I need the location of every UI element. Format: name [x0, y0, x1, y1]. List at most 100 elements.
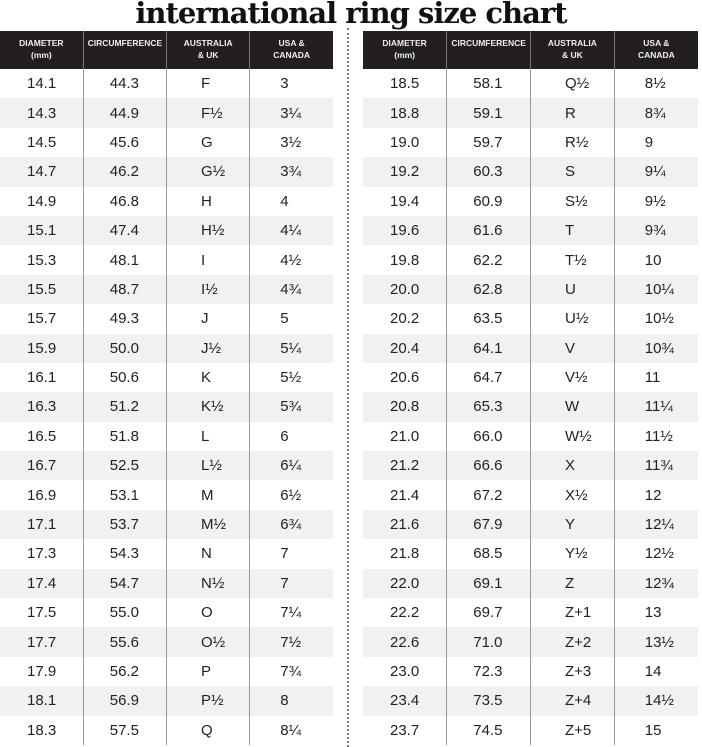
- table-cell: 8: [249, 686, 333, 716]
- table-row: 15.1 47.4 H½ 4¼: [0, 215, 333, 246]
- table-cell: 12: [644, 486, 662, 504]
- table-cell: U½: [530, 304, 615, 334]
- table-cell: J½: [166, 333, 251, 363]
- table-cell: 19.2: [363, 157, 448, 187]
- table-cell: 61.6: [446, 215, 531, 246]
- table-row: 20.8 65.3 W 11¼: [363, 392, 698, 422]
- ring-size-table-right: DIAMETER (mm) CIRCUMFERENCE AUSTRALIA & UK US…: [363, 31, 698, 745]
- table-cell: 15.5: [0, 274, 84, 305]
- table-cell: 4: [280, 192, 289, 210]
- table-cell: 11¼: [614, 392, 698, 422]
- table-cell: 53.1: [83, 480, 168, 510]
- table-row: 21.0 66.0 W½ 11½: [363, 421, 698, 452]
- table-row: 20.2 63.5 U½ 10½: [363, 304, 698, 334]
- table-row: 17.1 53.7 M½ 6¾: [0, 509, 333, 540]
- table-cell: 54.7: [83, 568, 168, 599]
- table-cell: 19.4: [363, 186, 448, 216]
- table-cell: R½: [530, 127, 615, 158]
- table-row: 21.4 67.2 X½ 12: [363, 480, 698, 510]
- table-row: 14.1 44.3 F 3: [0, 69, 333, 99]
- table-cell: 3¾: [249, 157, 333, 187]
- table-cell: 10½: [644, 310, 674, 328]
- table-cell: 51.2: [83, 392, 168, 422]
- table-cell: 14.3: [0, 98, 84, 128]
- table-cell: 66.6: [446, 451, 531, 481]
- table-row: 18.5 58.1 Q½ 8½: [363, 69, 698, 99]
- table-cell: Z+5: [530, 715, 615, 745]
- table-cell: 46.8: [83, 186, 168, 216]
- table-cell: 58.1: [446, 69, 531, 99]
- table-row: 18.1 56.9 P½ 8: [0, 686, 333, 716]
- table-cell: 23.4: [363, 686, 448, 716]
- table-cell: 5½: [280, 369, 302, 387]
- table-cell: 15.1: [0, 215, 84, 246]
- table-row: 23.7 74.5 Z+5 15: [363, 715, 698, 745]
- table-cell: K½: [166, 392, 251, 422]
- table-cell: Q: [166, 715, 251, 745]
- table-cell: 8¼: [280, 721, 302, 739]
- table-cell: 69.7: [446, 598, 531, 628]
- table-cell: 12¾: [614, 568, 698, 599]
- table-cell: 17.3: [0, 539, 84, 569]
- table-row: 14.5 45.6 G 3½: [0, 127, 333, 158]
- table-cell: 8½: [644, 75, 666, 93]
- table-cell: 11: [644, 369, 661, 387]
- table-cell: 51.8: [83, 421, 168, 452]
- column-header: CIRCUMFERENCE: [83, 31, 168, 69]
- table-cell: 10: [644, 251, 662, 269]
- table-cell: M: [166, 480, 251, 510]
- table-cell: 65.3: [446, 392, 531, 422]
- table-cell: 64.1: [446, 333, 531, 363]
- table-cell: Q½: [530, 69, 615, 99]
- table-cell: X: [530, 451, 615, 481]
- table-cell: 22.2: [363, 598, 448, 628]
- table-row: 18.3 57.5 Q 8¼: [0, 715, 333, 745]
- table-row: 17.5 55.0 O 7¼: [0, 598, 333, 628]
- table-cell: 11¾: [614, 451, 698, 481]
- table-cell: O: [166, 598, 251, 628]
- table-cell: 63.5: [446, 304, 531, 334]
- table-row: 19.0 59.7 R½ 9: [363, 127, 698, 158]
- table-cell: 15.7: [0, 304, 84, 334]
- ring-size-table-left: DIAMETER (mm) CIRCUMFERENCE AUSTRALIA & UK US…: [0, 31, 333, 745]
- table-cell: 15.9: [0, 333, 84, 363]
- column-header: AUSTRALIA & UK: [530, 31, 615, 69]
- table-row: 16.7 52.5 L½ 6¼: [0, 451, 333, 481]
- table-cell: 17.7: [0, 627, 84, 657]
- column-header: AUSTRALIA & UK: [166, 31, 251, 69]
- table-cell: V½: [530, 362, 615, 393]
- table-cell: 59.7: [446, 127, 531, 158]
- table-cell: 44.9: [83, 98, 168, 128]
- table-cell: 56.2: [83, 656, 168, 687]
- table-cell: 19.8: [363, 245, 448, 275]
- table-cell: L½: [166, 451, 251, 481]
- page-title: international ring size chart: [135, 0, 567, 30]
- column-header: CIRCUMFERENCE: [446, 31, 531, 69]
- table-cell: 21.8: [363, 539, 448, 569]
- table-cell: 3: [280, 75, 289, 93]
- table-cell: 16.5: [0, 421, 84, 452]
- column-header: USA & CANADA: [614, 31, 698, 69]
- table-row: 23.4 73.5 Z+4 14½: [363, 686, 698, 716]
- table-cell: 50.6: [83, 362, 168, 393]
- table-cell: 17.5: [0, 598, 84, 628]
- table-row: 17.3 54.3 N 7: [0, 539, 333, 569]
- table-cell: 67.9: [446, 509, 531, 540]
- table-cell: 9½: [644, 192, 666, 210]
- table-row: 21.6 67.9 Y 12¼: [363, 509, 698, 540]
- table-cell: 10¾: [614, 333, 698, 363]
- table-cell: 4¾: [249, 274, 333, 305]
- table-cell: 13: [644, 604, 662, 622]
- column-header: DIAMETER (mm): [363, 31, 448, 69]
- table-cell: Z+1: [530, 598, 615, 628]
- table-cell: N: [166, 539, 251, 569]
- table-cell: 68.5: [446, 539, 531, 569]
- table-cell: Z+3: [530, 656, 615, 687]
- table-cell: 62.8: [446, 274, 531, 305]
- table-cell: 64.7: [446, 362, 531, 393]
- table-row: 15.9 50.0 J½ 5¼: [0, 333, 333, 363]
- table-row: 19.8 62.2 T½ 10: [363, 245, 698, 275]
- table-cell: 57.5: [83, 715, 168, 745]
- table-row: 20.6 64.7 V½ 11: [363, 362, 698, 393]
- column-header: DIAMETER (mm): [0, 31, 84, 69]
